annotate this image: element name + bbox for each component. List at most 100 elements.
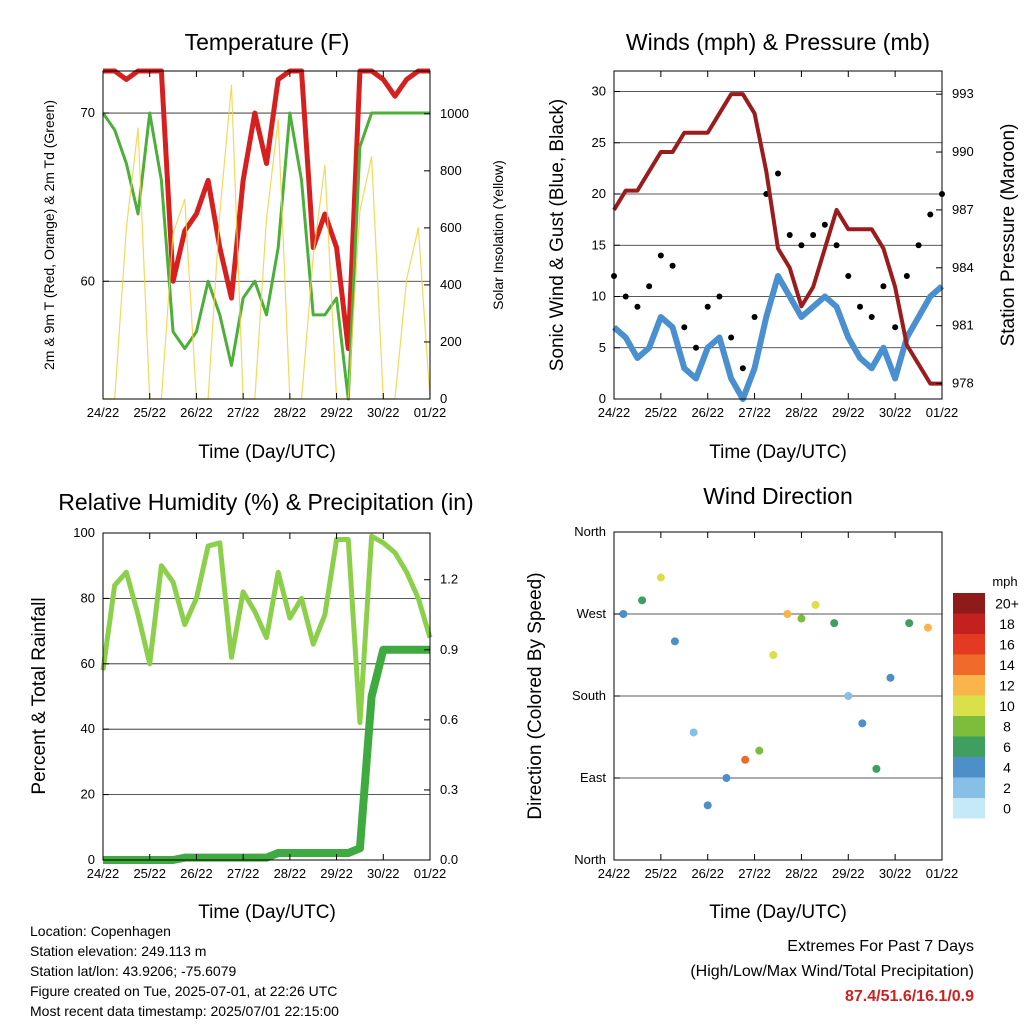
y-tick-label: South [572, 688, 606, 703]
legend-swatch [953, 654, 985, 675]
gust-point [739, 365, 746, 372]
y-tick-label: North [574, 852, 606, 867]
x-tick-label: 01/22 [414, 866, 447, 881]
direction-panel: Wind Direction 24/22 25/22 26/22 27/22 28/22… [525, 483, 1019, 923]
gust-point [716, 293, 723, 300]
gust-point [903, 273, 910, 279]
x-tick-label: 28/22 [274, 405, 307, 420]
legend-label: 12 [999, 677, 1015, 693]
temperature-plot-frame [102, 70, 431, 400]
humidity-title: Relative Humidity (%) & Precipitation (i… [58, 489, 473, 515]
direction-point [703, 801, 712, 810]
direction-point [886, 673, 895, 682]
x-tick-label: 28/22 [274, 866, 307, 881]
x-tick-label: 29/22 [832, 866, 865, 881]
legend-swatch [953, 613, 985, 634]
x-tick-label: 29/22 [320, 405, 353, 420]
y-tick-label: 70 [81, 105, 95, 120]
y-tick-label: North [574, 524, 606, 539]
x-tick-label: 30/22 [879, 405, 912, 420]
direction-point [858, 719, 867, 728]
legend-swatch [953, 798, 985, 819]
x-tick-label: 29/22 [320, 866, 353, 881]
pressure-line [612, 92, 942, 386]
y-tick-label: 0 [440, 391, 447, 406]
gust-point [880, 283, 887, 290]
x-tick-label: 25/22 [645, 405, 678, 420]
winds-plot-frame [613, 70, 943, 400]
gust-point [634, 303, 641, 310]
y-tick-label: 993 [952, 86, 974, 101]
legend-label: 18 [999, 616, 1015, 632]
y-tick-label: 10 [592, 289, 606, 304]
direction-point [670, 637, 679, 646]
direction-point [905, 619, 914, 628]
temperature-ylabel-left: 2m & 9m T (Red, Orange) & 2m Td (Green) [41, 100, 57, 370]
direction-point [619, 610, 628, 618]
gust-point [669, 262, 676, 269]
legend-label: 0 [1003, 800, 1011, 816]
direction-point [830, 619, 839, 628]
y-tick-label: 0 [88, 852, 95, 867]
direction-point [656, 573, 665, 582]
legend-swatch [953, 716, 985, 737]
x-tick-label: 30/22 [367, 405, 400, 420]
legend-label: 20+ [995, 595, 1019, 611]
direction-point [844, 692, 853, 700]
x-tick-label: 01/22 [414, 405, 447, 420]
gust-point [821, 221, 828, 228]
series-line [100, 533, 433, 726]
direction-point [811, 600, 820, 609]
legend-label: 16 [999, 636, 1015, 652]
temperature-panel: Temperature (F) 24/22 25/22 26/22 27/22 28/2… [41, 29, 506, 463]
gust-point [693, 344, 699, 351]
y-tick-label: 0.0 [440, 852, 458, 867]
y-tick-label: 600 [440, 220, 462, 235]
legend-swatch [953, 593, 985, 614]
y-tick-label: 400 [440, 277, 462, 292]
x-tick-label: 25/22 [133, 866, 166, 881]
x-tick-label: 24/22 [87, 866, 120, 881]
gust-point [833, 242, 840, 249]
y-tick-label: 200 [440, 334, 462, 349]
y-tick-label: 0.6 [440, 712, 458, 727]
gust-point [657, 252, 664, 259]
x-tick-label: 27/22 [227, 866, 260, 881]
y-tick-label: 1.2 [440, 572, 458, 587]
direction-point [741, 755, 750, 764]
x-tick-label: 01/22 [926, 405, 959, 420]
elevation-text: Station elevation: 249.113 m [30, 943, 207, 959]
direction-xlabel: Time (Day/UTC) [709, 902, 847, 923]
x-tick-label: 30/22 [367, 866, 400, 881]
series-line [103, 645, 430, 864]
y-tick-label: 800 [440, 163, 462, 178]
x-tick-label: 27/22 [227, 405, 260, 420]
y-tick-label: 981 [952, 318, 974, 333]
legend-swatch [953, 777, 985, 798]
y-tick-label: 984 [952, 260, 974, 275]
gust-point [868, 314, 875, 320]
gust-point [857, 303, 863, 310]
gust-point [927, 211, 934, 218]
gust-point [810, 232, 817, 238]
x-tick-label: 29/22 [832, 405, 865, 420]
gust-point [728, 334, 735, 341]
legend-label: 2 [1003, 780, 1011, 796]
x-tick-label: 28/22 [785, 405, 818, 420]
y-tick-label: 60 [81, 656, 95, 671]
x-tick-label: 26/22 [691, 405, 724, 420]
extremes-heading: Extremes For Past 7 Days [787, 938, 974, 955]
latlon-text: Station lat/lon: 43.9206; -75.6079 [30, 963, 237, 979]
y-tick-label: 990 [952, 144, 974, 159]
humidity-plot-frame [102, 532, 431, 861]
winds-ylabel-right: Station Pressure (Maroon) [998, 124, 1019, 347]
direction-point [755, 746, 764, 755]
wind-line [612, 273, 944, 402]
winds-ylabel-left: Sonic Wind & Gust (Blue, Black) [547, 99, 568, 371]
station-info: Location: Copenhagen Station elevation: … [30, 921, 339, 1021]
y-tick-label: 60 [81, 273, 95, 288]
gust-point [915, 242, 922, 249]
x-tick-label: 24/22 [87, 405, 120, 420]
y-tick-label: 40 [81, 721, 95, 736]
